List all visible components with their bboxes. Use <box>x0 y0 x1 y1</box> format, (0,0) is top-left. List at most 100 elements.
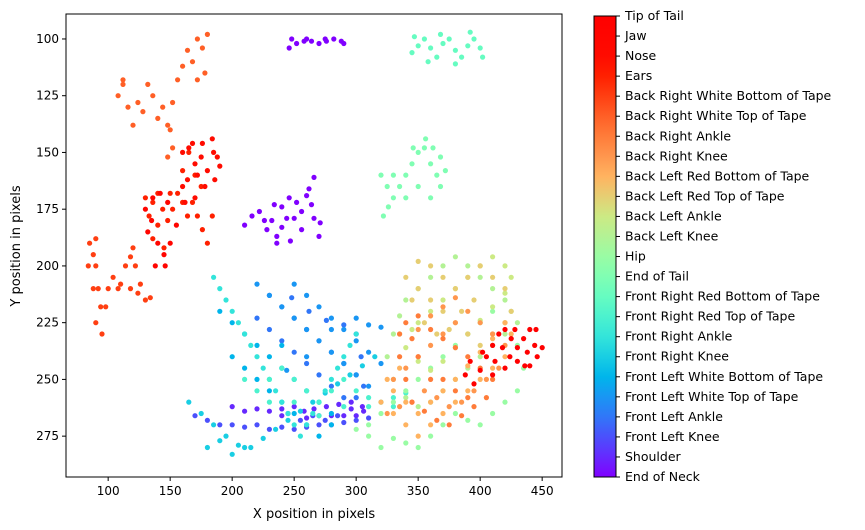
point-s2-10 <box>316 422 322 428</box>
point-s16-13 <box>459 399 465 405</box>
point-s18-22 <box>202 70 208 76</box>
point-s8-5 <box>304 388 310 394</box>
point-s8-6 <box>316 399 322 405</box>
point-s8-7 <box>328 388 334 394</box>
point-s6-13 <box>347 372 353 378</box>
point-s17-19 <box>440 376 446 382</box>
point-s15-4 <box>428 422 434 428</box>
point-s8-15 <box>291 399 297 405</box>
point-s4-3 <box>291 315 297 321</box>
point-s23-8 <box>532 342 538 348</box>
point-s10-7 <box>421 145 427 151</box>
point-s3-20 <box>323 317 329 323</box>
point-s21-4 <box>204 168 210 174</box>
point-s23-13 <box>490 372 496 378</box>
point-s9-3 <box>428 45 434 51</box>
point-s0-32 <box>299 227 305 233</box>
point-s11-18 <box>465 417 471 423</box>
point-s18-3 <box>130 122 136 128</box>
point-s21-12 <box>199 140 205 146</box>
point-s0-15 <box>264 227 270 233</box>
point-s18-4 <box>135 99 141 106</box>
point-s18-17 <box>199 45 205 51</box>
colorbar-tick-label-12: Back Left Knee <box>625 228 719 243</box>
point-s14-18 <box>409 297 415 303</box>
point-s12-13 <box>477 354 483 360</box>
point-s17-14 <box>421 408 427 414</box>
point-s1-1 <box>291 404 297 410</box>
point-s2-18 <box>322 417 328 423</box>
colorbar-tick-label-7: Front Right Ankle <box>625 329 733 344</box>
point-s14-9 <box>508 308 514 314</box>
x-tick-label-1: 150 <box>159 484 182 498</box>
x-axis-label: X position in pixels <box>253 507 375 522</box>
colorbar-tick-label-11: Hip <box>625 249 646 264</box>
colorbar-tick-label-18: Back Right White Top of Tape <box>625 108 807 123</box>
y-tick-label-3: 175 <box>36 202 59 216</box>
point-s23-14 <box>477 367 483 373</box>
point-s16-7 <box>477 320 483 326</box>
point-s0-1 <box>294 40 300 47</box>
point-s0-20 <box>279 204 285 210</box>
point-s21-14 <box>214 154 220 160</box>
point-s12-18 <box>415 404 421 410</box>
point-s11-20 <box>440 422 446 428</box>
point-s20-9 <box>184 213 191 219</box>
point-s4-21 <box>378 324 384 330</box>
x-axis: 100 150 200 250 300 350 400 450 <box>97 477 554 498</box>
point-s23-20 <box>512 326 518 333</box>
point-s10-18 <box>430 145 436 151</box>
point-s8-0 <box>242 376 248 382</box>
point-s8-16 <box>316 413 322 419</box>
point-s14-11 <box>490 274 496 280</box>
point-s14-23 <box>471 297 477 303</box>
colorbar-tick-label-10: End of Tail <box>625 269 689 284</box>
point-s20-0 <box>142 195 148 201</box>
point-s0-25 <box>299 208 305 215</box>
point-s4-13 <box>328 315 334 321</box>
point-s9-7 <box>452 47 458 53</box>
point-s2-3 <box>229 422 235 428</box>
point-s19-13 <box>137 281 143 287</box>
point-s16-12 <box>471 388 477 394</box>
x-tick-label-6: 400 <box>469 484 492 498</box>
point-s10-1 <box>384 183 390 190</box>
point-s10-14 <box>403 195 409 201</box>
point-s21-1 <box>186 145 192 151</box>
point-s3-13 <box>304 360 310 367</box>
point-s15-8 <box>477 376 483 382</box>
point-s0-11 <box>341 40 347 47</box>
point-s14-21 <box>446 326 452 333</box>
point-s13-8 <box>508 274 514 280</box>
point-s23-21 <box>524 349 530 355</box>
point-s21-2 <box>192 161 198 167</box>
point-s0-10 <box>322 36 328 42</box>
point-s3-8 <box>361 383 367 389</box>
point-s18-12 <box>175 77 181 83</box>
point-s13-7 <box>502 263 508 269</box>
point-s15-21 <box>390 388 396 394</box>
point-s13-10 <box>490 304 496 310</box>
point-s6-16 <box>204 444 210 451</box>
x-tick-label-3: 250 <box>283 484 306 498</box>
point-s17-3 <box>428 326 434 333</box>
plot-frame <box>65 13 563 478</box>
point-s17-12 <box>446 422 452 428</box>
point-s16-14 <box>446 404 452 410</box>
point-s16-22 <box>440 304 446 310</box>
point-s4-22 <box>304 354 310 360</box>
point-s11-23 <box>403 440 409 446</box>
point-s19-3 <box>95 286 101 292</box>
point-s11-0 <box>366 422 372 428</box>
colorbar-frame <box>593 15 617 478</box>
point-s11-21 <box>428 433 434 439</box>
point-s4-8 <box>353 372 359 378</box>
point-s23-25 <box>507 354 513 360</box>
point-s16-10 <box>496 365 502 371</box>
point-s17-9 <box>483 395 489 401</box>
point-s23-0 <box>483 354 489 360</box>
point-s0-12 <box>242 222 248 228</box>
point-s6-10 <box>310 399 316 405</box>
point-s18-23 <box>194 77 200 83</box>
